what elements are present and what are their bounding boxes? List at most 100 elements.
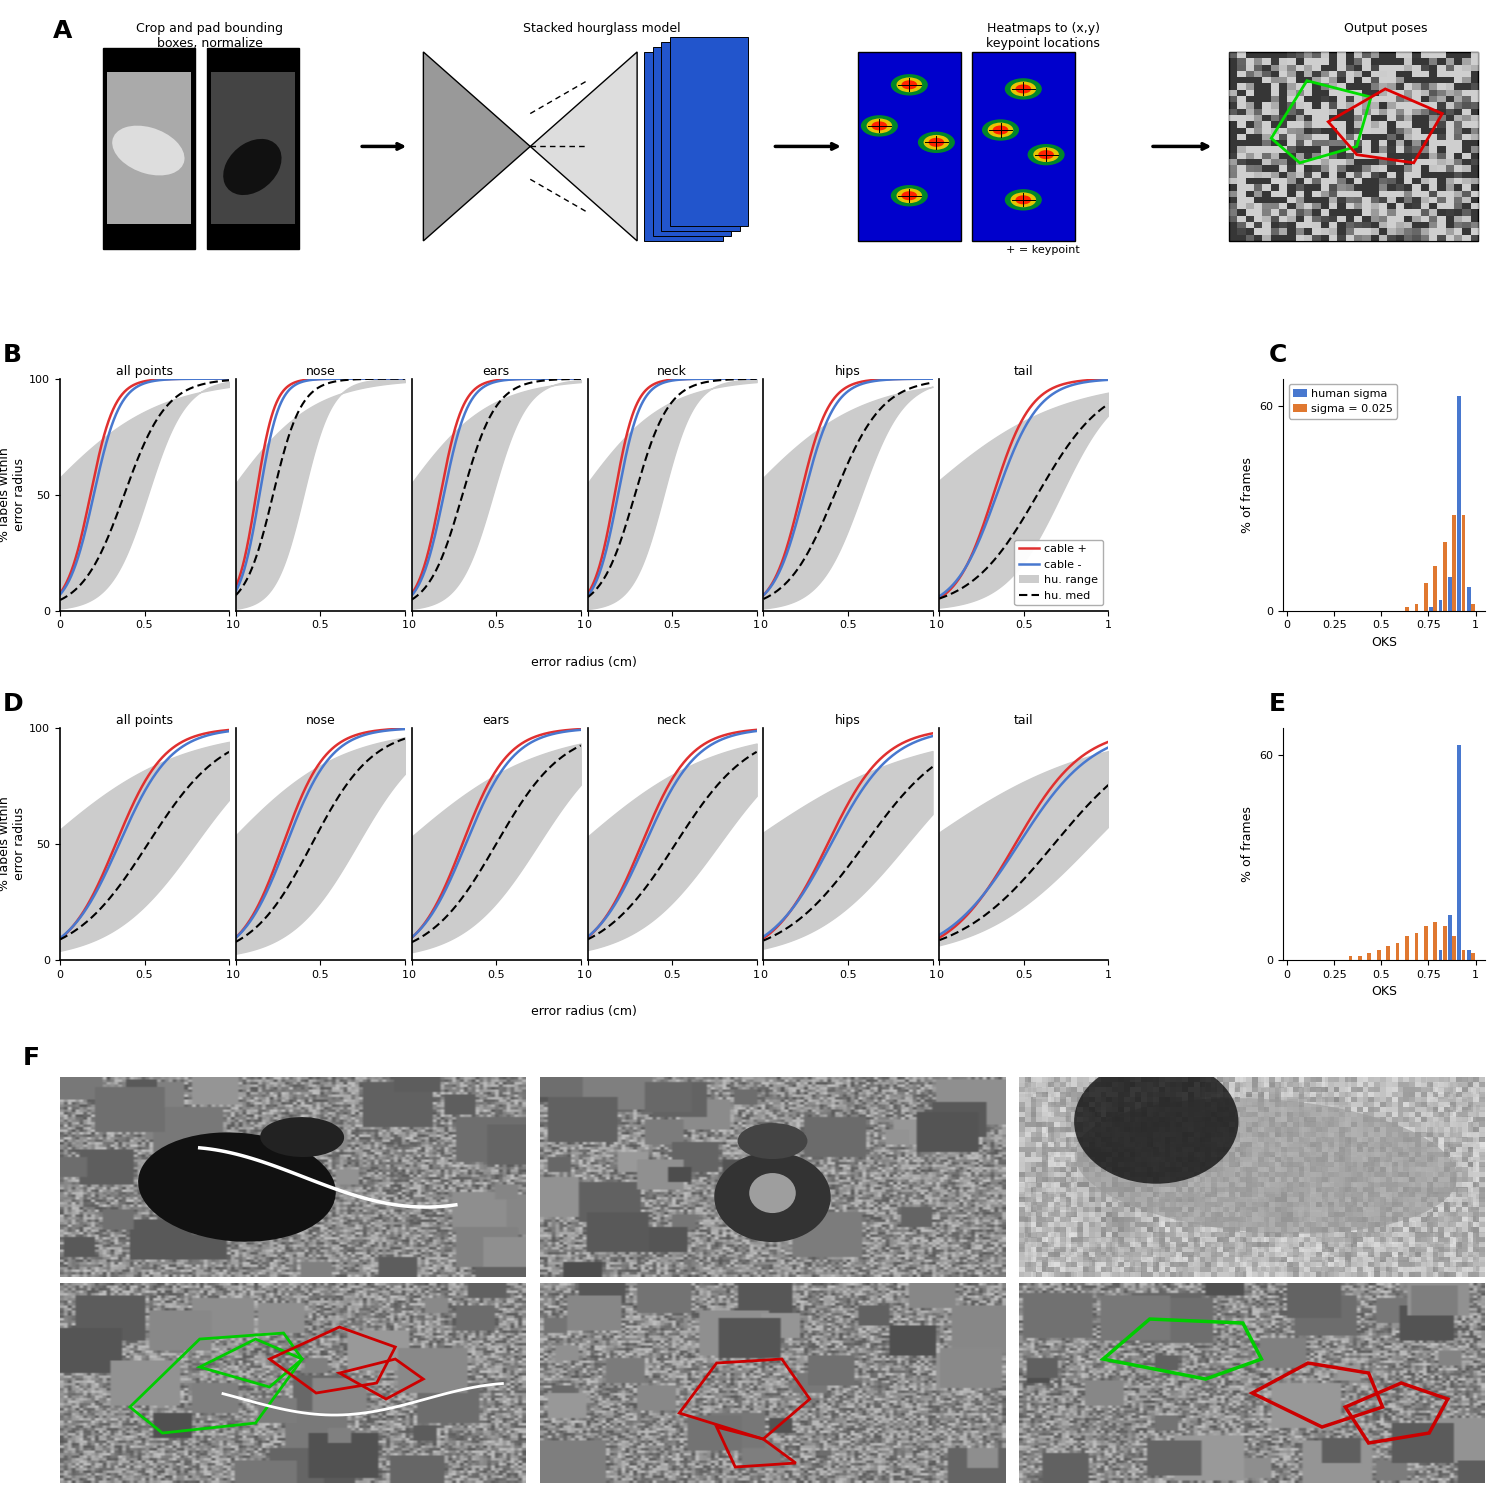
Bar — [1472, 604, 1474, 611]
Ellipse shape — [112, 126, 184, 175]
Circle shape — [897, 78, 922, 93]
Bar — [858, 52, 960, 241]
Text: A: A — [53, 19, 72, 43]
Title: ears: ears — [483, 713, 510, 727]
Bar — [1467, 950, 1470, 960]
Circle shape — [897, 189, 922, 204]
Legend: cable +, cable -, hu. range, hu. med: cable +, cable -, hu. range, hu. med — [1014, 539, 1102, 605]
Text: B: B — [3, 343, 22, 367]
Ellipse shape — [748, 1173, 796, 1213]
Text: Stacked hourglass model: Stacked hourglass model — [522, 21, 681, 34]
Bar — [1348, 956, 1353, 960]
Circle shape — [928, 138, 944, 147]
Bar — [1458, 745, 1461, 960]
Title: nose: nose — [306, 713, 336, 727]
Ellipse shape — [1074, 1059, 1239, 1183]
Text: E: E — [1269, 692, 1286, 716]
Circle shape — [1038, 150, 1054, 159]
Ellipse shape — [138, 1132, 336, 1242]
Title: tail: tail — [1014, 364, 1034, 377]
Bar — [1395, 942, 1400, 960]
Legend: human sigma, sigma = 0.025: human sigma, sigma = 0.025 — [1288, 383, 1398, 418]
Circle shape — [871, 121, 886, 130]
Bar — [1434, 566, 1437, 611]
Bar — [1452, 936, 1456, 960]
Bar — [1434, 923, 1437, 960]
Ellipse shape — [260, 1118, 344, 1156]
Bar — [670, 37, 748, 226]
Y-axis label: % of frames: % of frames — [1240, 457, 1254, 533]
Circle shape — [902, 81, 916, 90]
Bar — [662, 42, 740, 231]
Circle shape — [1034, 147, 1059, 162]
Bar — [1228, 52, 1478, 241]
X-axis label: OKS: OKS — [1371, 986, 1396, 998]
Title: all points: all points — [116, 364, 172, 377]
Y-axis label: % labels within
error radius: % labels within error radius — [0, 797, 27, 891]
Text: D: D — [3, 692, 24, 716]
Title: tail: tail — [1014, 713, 1034, 727]
Bar — [1414, 933, 1419, 960]
Circle shape — [1011, 81, 1036, 96]
Circle shape — [924, 135, 950, 150]
Bar — [1443, 542, 1446, 611]
Text: error radius (cm): error radius (cm) — [531, 656, 638, 668]
Circle shape — [1005, 78, 1042, 99]
Bar — [1414, 604, 1419, 611]
Bar — [1443, 926, 1446, 960]
Circle shape — [867, 118, 892, 133]
Bar — [1368, 953, 1371, 960]
Bar — [1386, 947, 1390, 960]
Bar — [1424, 583, 1428, 611]
Text: Crop and pad bounding
boxes, normalize: Crop and pad bounding boxes, normalize — [136, 21, 284, 49]
Bar — [1472, 953, 1474, 960]
Circle shape — [982, 120, 1018, 141]
Ellipse shape — [738, 1124, 807, 1159]
Title: all points: all points — [116, 713, 172, 727]
Title: hips: hips — [836, 364, 861, 377]
Text: Output poses: Output poses — [1344, 21, 1426, 34]
Bar — [1448, 915, 1452, 960]
Text: C: C — [1269, 343, 1287, 367]
Bar — [1452, 515, 1456, 611]
Text: Heatmaps to (x,y)
keypoint locations: Heatmaps to (x,y) keypoint locations — [987, 21, 1100, 49]
Text: F: F — [22, 1046, 39, 1070]
Bar — [106, 72, 190, 225]
Polygon shape — [531, 52, 638, 241]
Text: + = keypoint: + = keypoint — [1007, 244, 1080, 255]
Bar — [1467, 587, 1470, 611]
Polygon shape — [423, 52, 531, 241]
Bar — [1430, 607, 1432, 611]
Bar — [1458, 395, 1461, 611]
Text: error radius (cm): error radius (cm) — [531, 1005, 638, 1017]
Bar — [102, 48, 195, 249]
Circle shape — [987, 123, 1014, 138]
Circle shape — [1016, 195, 1031, 204]
Ellipse shape — [1074, 1098, 1456, 1234]
Bar — [1406, 936, 1408, 960]
Title: neck: neck — [657, 364, 687, 377]
Bar — [652, 46, 730, 237]
Title: neck: neck — [657, 713, 687, 727]
Bar — [1461, 950, 1466, 960]
Y-axis label: % of frames: % of frames — [1240, 806, 1254, 882]
Bar — [207, 48, 300, 249]
Bar — [1438, 601, 1443, 611]
Bar — [645, 52, 723, 241]
X-axis label: OKS: OKS — [1371, 637, 1396, 649]
Ellipse shape — [714, 1152, 831, 1242]
Circle shape — [1016, 84, 1031, 93]
Title: ears: ears — [483, 364, 510, 377]
Circle shape — [902, 192, 916, 201]
Bar — [1406, 607, 1408, 611]
Ellipse shape — [224, 139, 282, 195]
Bar — [1358, 956, 1362, 960]
Circle shape — [993, 126, 1008, 135]
Bar — [1377, 950, 1380, 960]
Circle shape — [891, 73, 928, 96]
Bar — [1424, 926, 1428, 960]
Circle shape — [1005, 189, 1042, 211]
Title: nose: nose — [306, 364, 336, 377]
Circle shape — [861, 115, 898, 136]
Bar — [1461, 515, 1466, 611]
